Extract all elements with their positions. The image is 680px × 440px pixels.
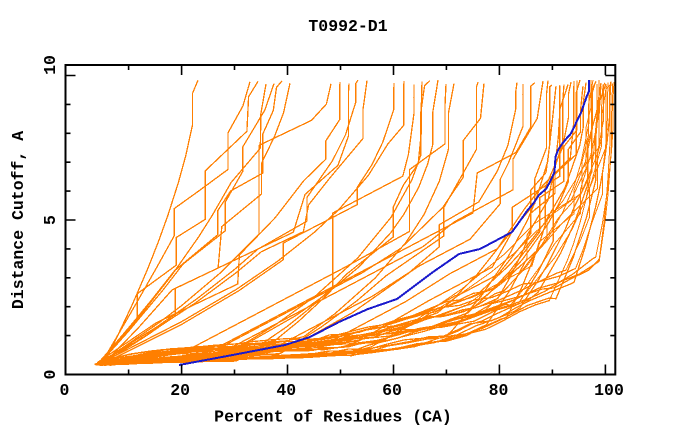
svg-text:Distance Cutoff, A: Distance Cutoff, A xyxy=(9,131,28,309)
svg-text:Percent of Residues (CA): Percent of Residues (CA) xyxy=(214,408,452,427)
svg-text:10: 10 xyxy=(41,55,60,75)
svg-text:5: 5 xyxy=(41,215,60,225)
svg-text:40: 40 xyxy=(276,381,296,400)
svg-text:T0992-D1: T0992-D1 xyxy=(308,17,387,36)
svg-text:80: 80 xyxy=(489,381,509,400)
svg-text:0: 0 xyxy=(41,370,60,380)
svg-text:0: 0 xyxy=(60,381,70,400)
svg-text:20: 20 xyxy=(170,381,190,400)
svg-text:60: 60 xyxy=(382,381,402,400)
svg-text:100: 100 xyxy=(594,381,624,400)
